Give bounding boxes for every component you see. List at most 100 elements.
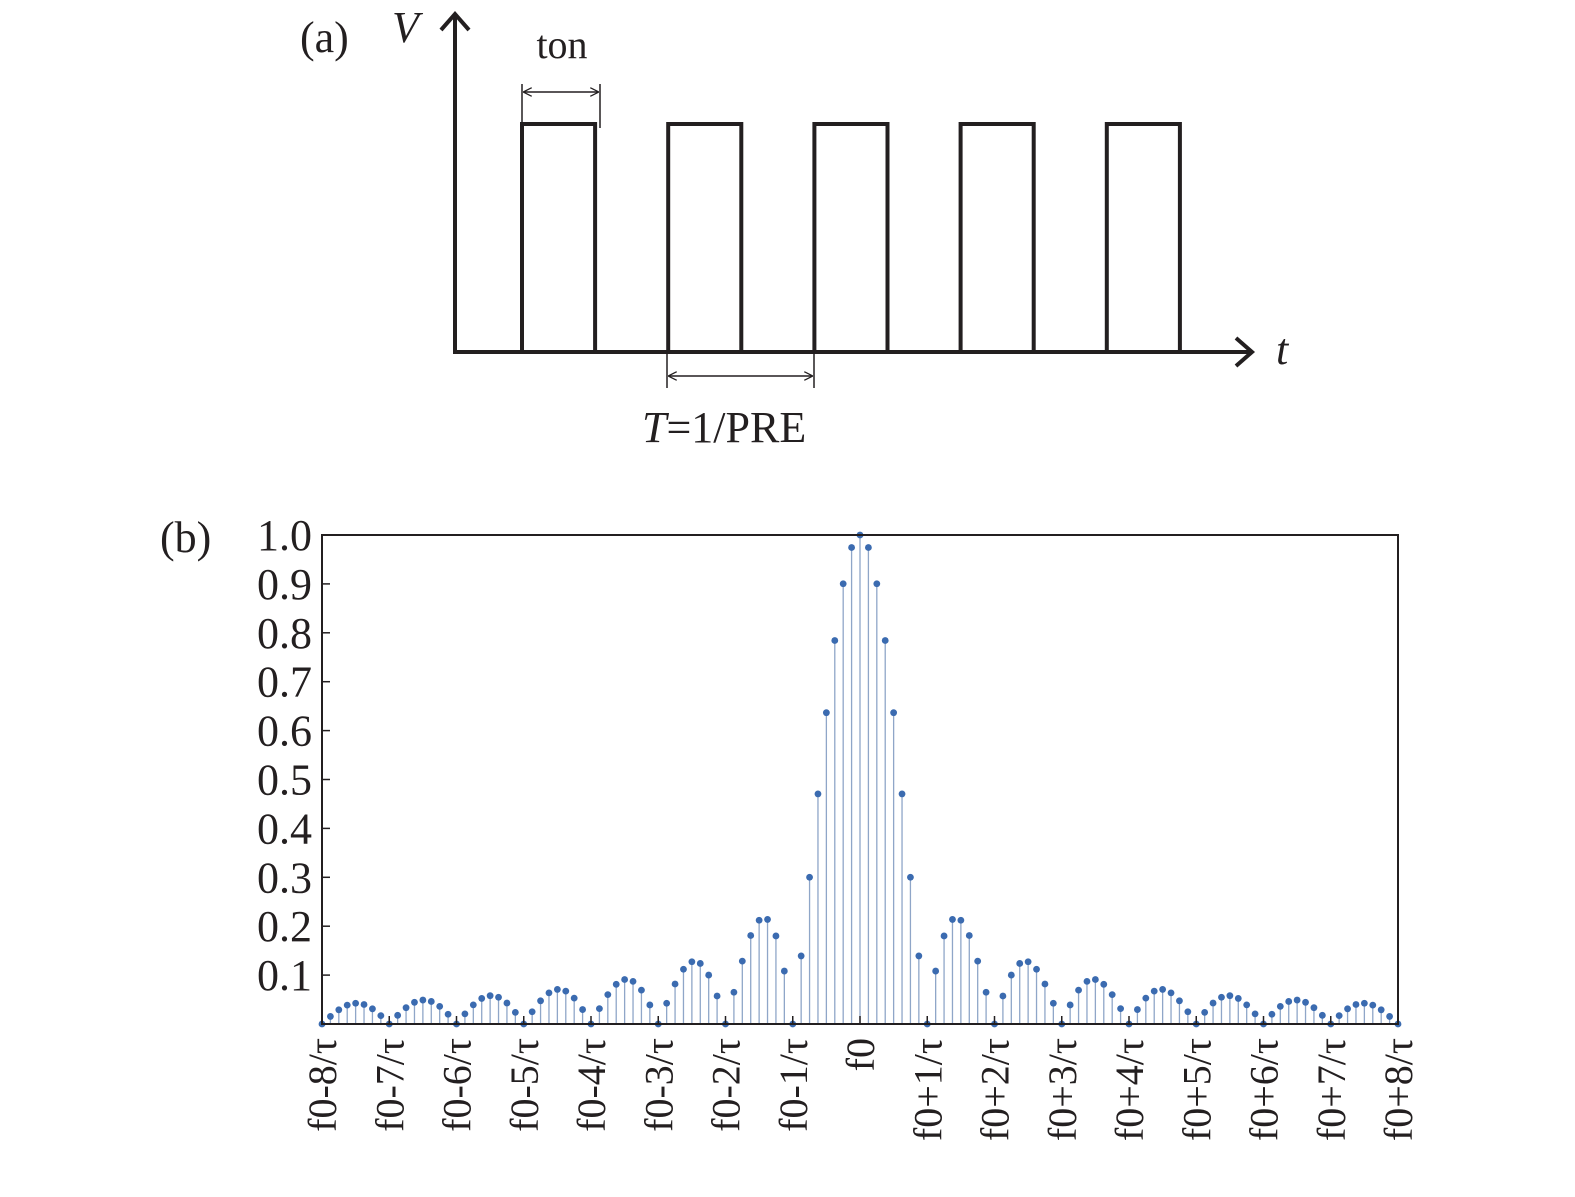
stem-marker [1276, 1002, 1284, 1010]
y-tick-label: 0.1 [257, 951, 312, 1000]
stem-marker [394, 1011, 402, 1019]
stem-marker [352, 999, 360, 1007]
stem-marker [1209, 999, 1217, 1007]
stem-marker [663, 999, 671, 1007]
stem-marker [915, 952, 923, 960]
stem-marker [1201, 1008, 1209, 1016]
stem-marker [1344, 1005, 1351, 1013]
panel-b-spectrum: (b) 0.10.20.30.40.50.60.70.80.91.0 f0-8/… [160, 511, 1421, 1141]
x-tick-label: f0+8/τ [1376, 1038, 1421, 1141]
stem-marker [1369, 1001, 1377, 1009]
stem-marker [705, 971, 713, 979]
stem-marker [1033, 965, 1040, 973]
period-label-rest: =1/PRE [666, 403, 806, 452]
x-tick-label: f0+4/τ [1107, 1038, 1152, 1141]
stem-marker [1150, 987, 1158, 995]
stem-marker [1243, 1001, 1251, 1009]
stem-marker [1134, 1006, 1141, 1013]
x-tick-label: f0+7/τ [1309, 1038, 1354, 1141]
x-tick-label: f0-3/τ [636, 1038, 681, 1132]
stem-marker [604, 991, 612, 999]
stem-marker [402, 1004, 410, 1012]
stem-marker [629, 977, 637, 985]
period-label: T=1/PRE [642, 403, 806, 452]
stem-marker [831, 637, 839, 644]
y-tick-label: 1.0 [257, 511, 312, 560]
stem-marker [1049, 999, 1057, 1007]
stem-marker [511, 1008, 519, 1016]
x-tick-label: f0-1/τ [771, 1038, 816, 1132]
stem-marker [1218, 993, 1225, 1001]
stem-marker [730, 988, 738, 996]
stem-marker [688, 958, 696, 966]
x-tick-label: f0-2/τ [704, 1038, 749, 1132]
plot-frame [321, 534, 1399, 1025]
stem-marker [1360, 999, 1368, 1007]
panel-a-pulse-train: (a) V t ton T=1/PRE [300, 3, 1290, 452]
stem-marker [1108, 991, 1116, 999]
stem-marker [1302, 998, 1309, 1006]
stem-marker [780, 967, 788, 975]
stem-marker [1083, 977, 1091, 985]
stem-marker [907, 873, 914, 881]
stem-marker [1167, 989, 1175, 997]
stem-marker [1159, 986, 1167, 993]
y-tick-label: 0.4 [257, 804, 312, 853]
x-tick-label: f0+1/τ [905, 1038, 950, 1141]
stem-marker [974, 957, 982, 965]
x-tick-label: f0-7/τ [367, 1038, 412, 1132]
stem-marker [1234, 995, 1242, 1002]
stem-marker [898, 790, 906, 798]
stem-marker [1377, 1006, 1385, 1014]
stem-marker [486, 992, 494, 1000]
pulse-5 [1104, 122, 1182, 352]
stem-marker [940, 932, 948, 940]
stem-marker [469, 1001, 477, 1009]
stem-marker [419, 996, 427, 1004]
period-label-italic: T [642, 403, 670, 452]
stem-marker [1007, 971, 1015, 979]
stem-marker [360, 1001, 368, 1008]
stem-marker [873, 580, 881, 588]
y-tick-label: 0.5 [257, 756, 312, 805]
stem-marker [1251, 1010, 1259, 1018]
stem-marker [890, 709, 898, 717]
stem-marker [764, 916, 771, 923]
stem-marker [797, 952, 805, 960]
stem-marker [1335, 1012, 1343, 1020]
stem-marker [327, 1013, 334, 1020]
stem-marker [638, 986, 645, 994]
stem-marker [1184, 1008, 1192, 1016]
stem-marker [1352, 1001, 1360, 1008]
stem-marker [478, 995, 486, 1002]
stem-marker [1066, 1001, 1074, 1009]
stem-marker [965, 932, 973, 939]
y-tick-label: 0.2 [257, 902, 312, 951]
stem-marker [495, 993, 502, 1001]
stem-group [318, 531, 1402, 1028]
stem-marker [949, 916, 956, 923]
stem-marker [671, 980, 679, 988]
stem-marker [1016, 960, 1024, 967]
stem-marker [822, 709, 830, 717]
stem-marker [1226, 992, 1234, 1000]
stem-marker [553, 986, 561, 993]
t-axis-arrowhead [1234, 336, 1256, 368]
stem-marker [621, 976, 629, 983]
stem-marker [957, 916, 965, 924]
stem-marker [747, 932, 755, 939]
stem-marker [528, 1008, 536, 1016]
stem-marker [545, 989, 553, 997]
y-tick-label: 0.7 [257, 658, 312, 707]
stem-marker [646, 1001, 654, 1009]
x-tick-group: f0-8/τ f0-7/τ f0-6/τ f0-5/τ f0-4/τ f0-3/τ f0-2… [300, 1016, 1421, 1141]
stem-marker [1075, 986, 1082, 994]
stem-marker [579, 1006, 586, 1013]
stem-marker [1091, 976, 1099, 983]
x-tick-label: f0+5/τ [1174, 1038, 1219, 1141]
y-tick-label: 0.6 [257, 707, 312, 756]
stem-marker [369, 1005, 376, 1013]
pulse-3 [812, 122, 890, 352]
x-tick-label: f0 [838, 1038, 883, 1071]
stem-marker [461, 1010, 469, 1018]
